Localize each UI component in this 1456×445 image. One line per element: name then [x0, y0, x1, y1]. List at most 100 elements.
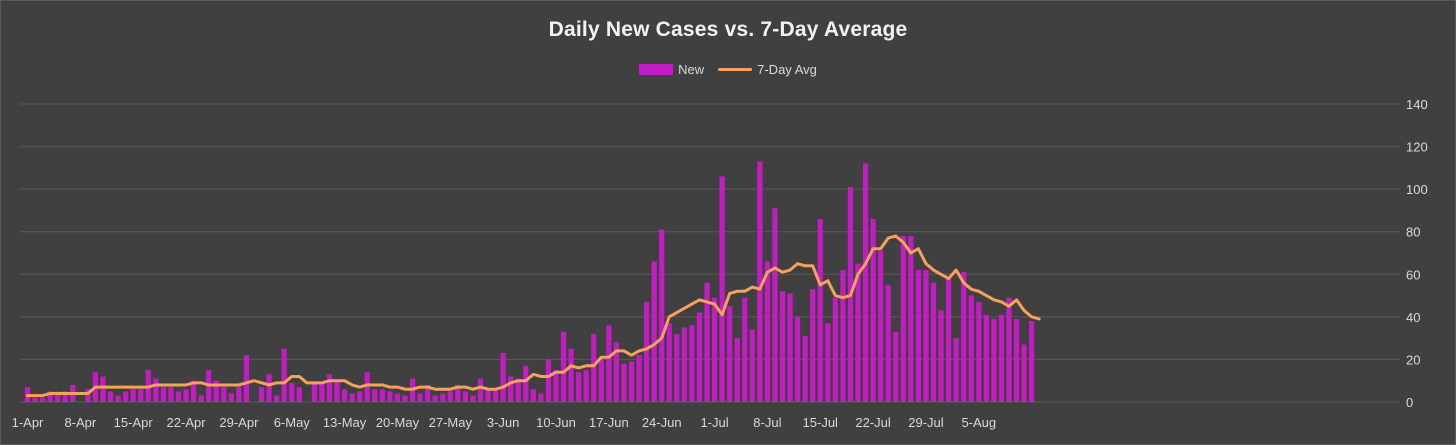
bar-new: [508, 376, 514, 402]
bar-new: [885, 284, 891, 402]
bar-new: [160, 387, 166, 402]
y-tick-label: 40: [1406, 310, 1420, 325]
y-tick-label: 60: [1406, 267, 1420, 282]
bar-new: [153, 378, 159, 402]
bar-new: [855, 263, 861, 402]
bar-new: [477, 378, 484, 402]
bar-new: [372, 389, 378, 402]
bar-new: [32, 397, 38, 402]
bar-new: [968, 295, 974, 402]
bar-new: [711, 297, 718, 402]
bar-new: [1006, 297, 1012, 402]
bar-new: [983, 314, 989, 402]
bar-new: [425, 384, 431, 402]
bar-new: [772, 208, 778, 402]
series-line-7-day-avg: [26, 234, 1041, 398]
bar-new: [1021, 344, 1027, 402]
legend-label-7-day-avg: 7-Day Avg: [757, 62, 817, 77]
y-tick-label: 120: [1406, 140, 1428, 155]
bar-new: [991, 318, 997, 402]
bar-new: [862, 163, 869, 402]
bar-new: [432, 395, 438, 402]
chart-legend: New 7-Day Avg: [0, 62, 1456, 77]
bar-new: [938, 310, 944, 402]
bar-new: [462, 391, 468, 402]
bar-new: [198, 395, 204, 402]
bar-new: [681, 327, 687, 402]
bar-new: [115, 395, 121, 402]
line-7-day-avg: [26, 234, 1041, 398]
x-tick-label: 15-Apr: [114, 415, 154, 430]
x-tick-label: 8-Jul: [753, 415, 781, 430]
bar-new: [636, 355, 642, 402]
bar-new: [55, 391, 61, 402]
bar-new: [349, 393, 355, 402]
y-tick-label: 20: [1406, 352, 1420, 367]
bar-new: [998, 314, 1005, 402]
bar-new: [130, 389, 136, 402]
bar-new: [213, 380, 219, 402]
bar-new: [243, 355, 250, 402]
bar-new: [832, 297, 838, 402]
bar-new: [810, 289, 816, 402]
x-tick-label: 15-Jul: [803, 415, 839, 430]
bar-new: [893, 331, 899, 402]
bar-new: [1029, 321, 1035, 402]
x-tick-label: 3-Jun: [487, 415, 520, 430]
bar-new: [908, 235, 914, 402]
bar-new: [930, 282, 937, 402]
bar-new: [757, 161, 763, 402]
bar-new: [764, 261, 770, 402]
bar-new: [258, 387, 265, 402]
bar-new: [870, 218, 876, 402]
x-axis-ticks: 1-Apr 8-Apr 15-Apr 22-Apr 29-Apr 6-May 13-May 2…: [12, 415, 997, 430]
x-tick-label: 10-Jun: [536, 415, 576, 430]
bar-new: [915, 270, 921, 402]
bar-new: [440, 393, 446, 402]
bar-new: [545, 359, 552, 402]
bar-new: [742, 297, 748, 402]
bar-new: [402, 395, 408, 402]
bar-new: [228, 393, 234, 402]
legend-item-new: New: [639, 62, 704, 77]
bar-new: [470, 395, 476, 402]
bar-new: [394, 393, 401, 402]
legend-swatch-7-day-avg: [718, 68, 753, 71]
bar-new: [779, 291, 786, 402]
bar-new: [734, 338, 740, 402]
bar-new: [447, 391, 453, 402]
bar-new: [628, 361, 635, 402]
bar-new: [138, 389, 144, 402]
bar-new: [221, 387, 227, 402]
legend-label-new: New: [678, 62, 705, 77]
bar-new: [236, 387, 242, 402]
bar-new: [817, 218, 823, 402]
bar-new: [727, 306, 733, 402]
x-tick-label: 13-May: [323, 415, 367, 430]
bar-new: [523, 365, 529, 402]
bar-new: [296, 387, 302, 402]
gridlines: [20, 103, 1400, 403]
x-tick-label: 22-Apr: [167, 415, 207, 430]
bar-new: [175, 391, 182, 402]
bar-new: [696, 312, 703, 402]
x-tick-label: 5-Aug: [961, 415, 996, 430]
y-axis-ticks: 0 20 40 60 80 100 120 140: [1406, 97, 1428, 410]
bar-new: [621, 363, 627, 402]
bar-new: [787, 293, 793, 402]
bar-new: [651, 261, 657, 402]
bar-new: [923, 270, 929, 402]
x-tick-label: 29-Jul: [908, 415, 944, 430]
bar-new: [689, 325, 695, 402]
bar-new: [183, 389, 189, 402]
bar-new: [493, 389, 499, 402]
bar-new: [878, 250, 884, 402]
bar-new: [326, 374, 333, 402]
bar-new: [674, 333, 680, 402]
bar-new: [946, 276, 952, 402]
bar-new: [311, 382, 317, 402]
x-tick-label: 8-Apr: [64, 415, 96, 430]
bar-new: [666, 323, 672, 402]
bar-new: [357, 391, 363, 402]
